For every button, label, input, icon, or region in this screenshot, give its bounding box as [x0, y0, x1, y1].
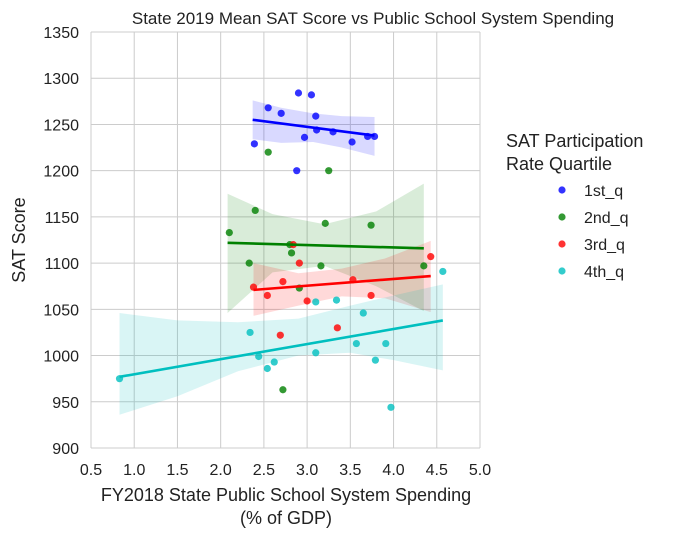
data-point-1st_q: [264, 104, 272, 112]
y-tick-label: 1250: [43, 117, 79, 134]
data-point-3rd_q: [295, 259, 303, 267]
x-tick-label: 1.0: [123, 462, 145, 479]
x-axis-label-line-2: (% of GDP): [240, 508, 332, 528]
data-point-2nd_q: [287, 249, 296, 257]
x-tick-label: 2.5: [253, 462, 275, 479]
data-point-1st_q: [300, 133, 309, 141]
data-point-4th_q: [332, 296, 341, 304]
x-tick-labels: 0.5 1.0 1.5 2.0 2.5 3.0 3.5 4.0 4.5 5.0: [80, 462, 491, 479]
x-tick-label: 3.0: [296, 462, 318, 479]
data-point-1st_q: [307, 91, 316, 99]
data-point-4th_q: [382, 339, 390, 348]
data-point-1st_q: [293, 167, 301, 175]
y-tick-label: 1300: [43, 71, 79, 88]
legend-marker-2nd_q: [558, 213, 566, 221]
data-point-3rd_q: [427, 253, 435, 261]
data-point-1st_q: [348, 138, 356, 146]
regression-lines: [119, 118, 444, 379]
y-tick-label: 1350: [43, 25, 79, 42]
data-point-3rd_q: [263, 291, 271, 300]
x-tick-label: 1.5: [166, 462, 188, 479]
y-tick-label: 950: [52, 395, 79, 412]
data-point-4th_q: [270, 358, 278, 366]
legend-label-3rd_q: 3rd_q: [584, 237, 625, 254]
plot-area: [91, 32, 480, 448]
data-point-3rd_q: [276, 331, 284, 339]
data-point-3rd_q: [333, 324, 341, 332]
y-tick-label: 1100: [45, 256, 80, 273]
legend-marker-1st_q: [558, 186, 566, 194]
x-tick-label: 3.5: [339, 462, 361, 479]
data-point-2nd_q: [317, 262, 325, 270]
data-point-1st_q: [277, 109, 285, 117]
legend-title-line-2: Rate Quartile: [506, 154, 612, 174]
x-axis-label-line-1: FY2018 State Public School System Spendi…: [101, 485, 471, 505]
data-point-3rd_q: [367, 291, 375, 300]
data-point-4th_q: [352, 339, 360, 348]
y-tick-label: 1000: [43, 349, 79, 366]
data-point-4th_q: [387, 403, 395, 411]
data-point-2nd_q: [225, 229, 233, 237]
data-point-3rd_q: [303, 297, 311, 305]
y-tick-label: 1050: [43, 302, 79, 319]
x-tick-label: 2.0: [210, 462, 232, 479]
data-point-2nd_q: [245, 259, 253, 267]
data-point-4th_q: [312, 349, 320, 357]
legend: SAT Participation Rate Quartile 1st_q 2nd…: [506, 131, 643, 281]
y-axis-label: SAT Score: [9, 197, 29, 282]
chart-title: State 2019 Mean SAT Score vs Public Scho…: [132, 9, 614, 28]
data-point-2nd_q: [251, 206, 259, 215]
data-point-4th_q: [246, 328, 254, 337]
x-tick-label: 0.5: [80, 462, 102, 479]
legend-label-4th_q: 4th_q: [584, 264, 624, 281]
x-tick-label: 5.0: [469, 462, 491, 479]
x-tick-label: 4.5: [426, 462, 448, 479]
y-tick-label: 1200: [43, 164, 79, 181]
fit-line-3rd_q: [253, 274, 431, 292]
y-tick-label: 1150: [45, 210, 80, 227]
data-point-1st_q: [250, 140, 258, 148]
data-point-3rd_q: [279, 278, 287, 286]
data-point-2nd_q: [325, 167, 333, 175]
data-point-4th_q: [255, 352, 263, 361]
data-point-2nd_q: [264, 148, 272, 156]
data-point-4th_q: [263, 364, 271, 373]
data-point-2nd_q: [420, 262, 428, 270]
data-point-2nd_q: [321, 219, 329, 227]
data-point-2nd_q: [279, 386, 287, 394]
fit-line-4th_q: [119, 319, 444, 379]
legend-marker-3rd_q: [558, 240, 566, 248]
y-tick-label: 900: [52, 441, 79, 458]
data-point-2nd_q: [367, 221, 375, 229]
data-point-1st_q: [294, 89, 303, 97]
data-point-4th_q: [371, 356, 380, 364]
data-point-4th_q: [359, 309, 367, 317]
data-point-4th_q: [312, 298, 320, 306]
legend-label-2nd_q: 2nd_q: [584, 210, 629, 227]
confidence-band-3rd_q: [253, 240, 431, 316]
data-point-4th_q: [439, 267, 447, 276]
data-point-1st_q: [312, 112, 320, 120]
legend-title-line-1: SAT Participation: [506, 131, 643, 151]
legend-label-1st_q: 1st_q: [584, 183, 623, 200]
legend-marker-4th_q: [558, 267, 566, 275]
fit-line-1st_q: [252, 118, 375, 137]
y-tick-labels: 900 950 1000 1050 1100 1150 1200 1250 1300 1350: [43, 25, 79, 458]
fit-line-2nd_q: [227, 241, 424, 250]
x-tick-label: 4.0: [382, 462, 404, 479]
grid: [90, 31, 481, 449]
